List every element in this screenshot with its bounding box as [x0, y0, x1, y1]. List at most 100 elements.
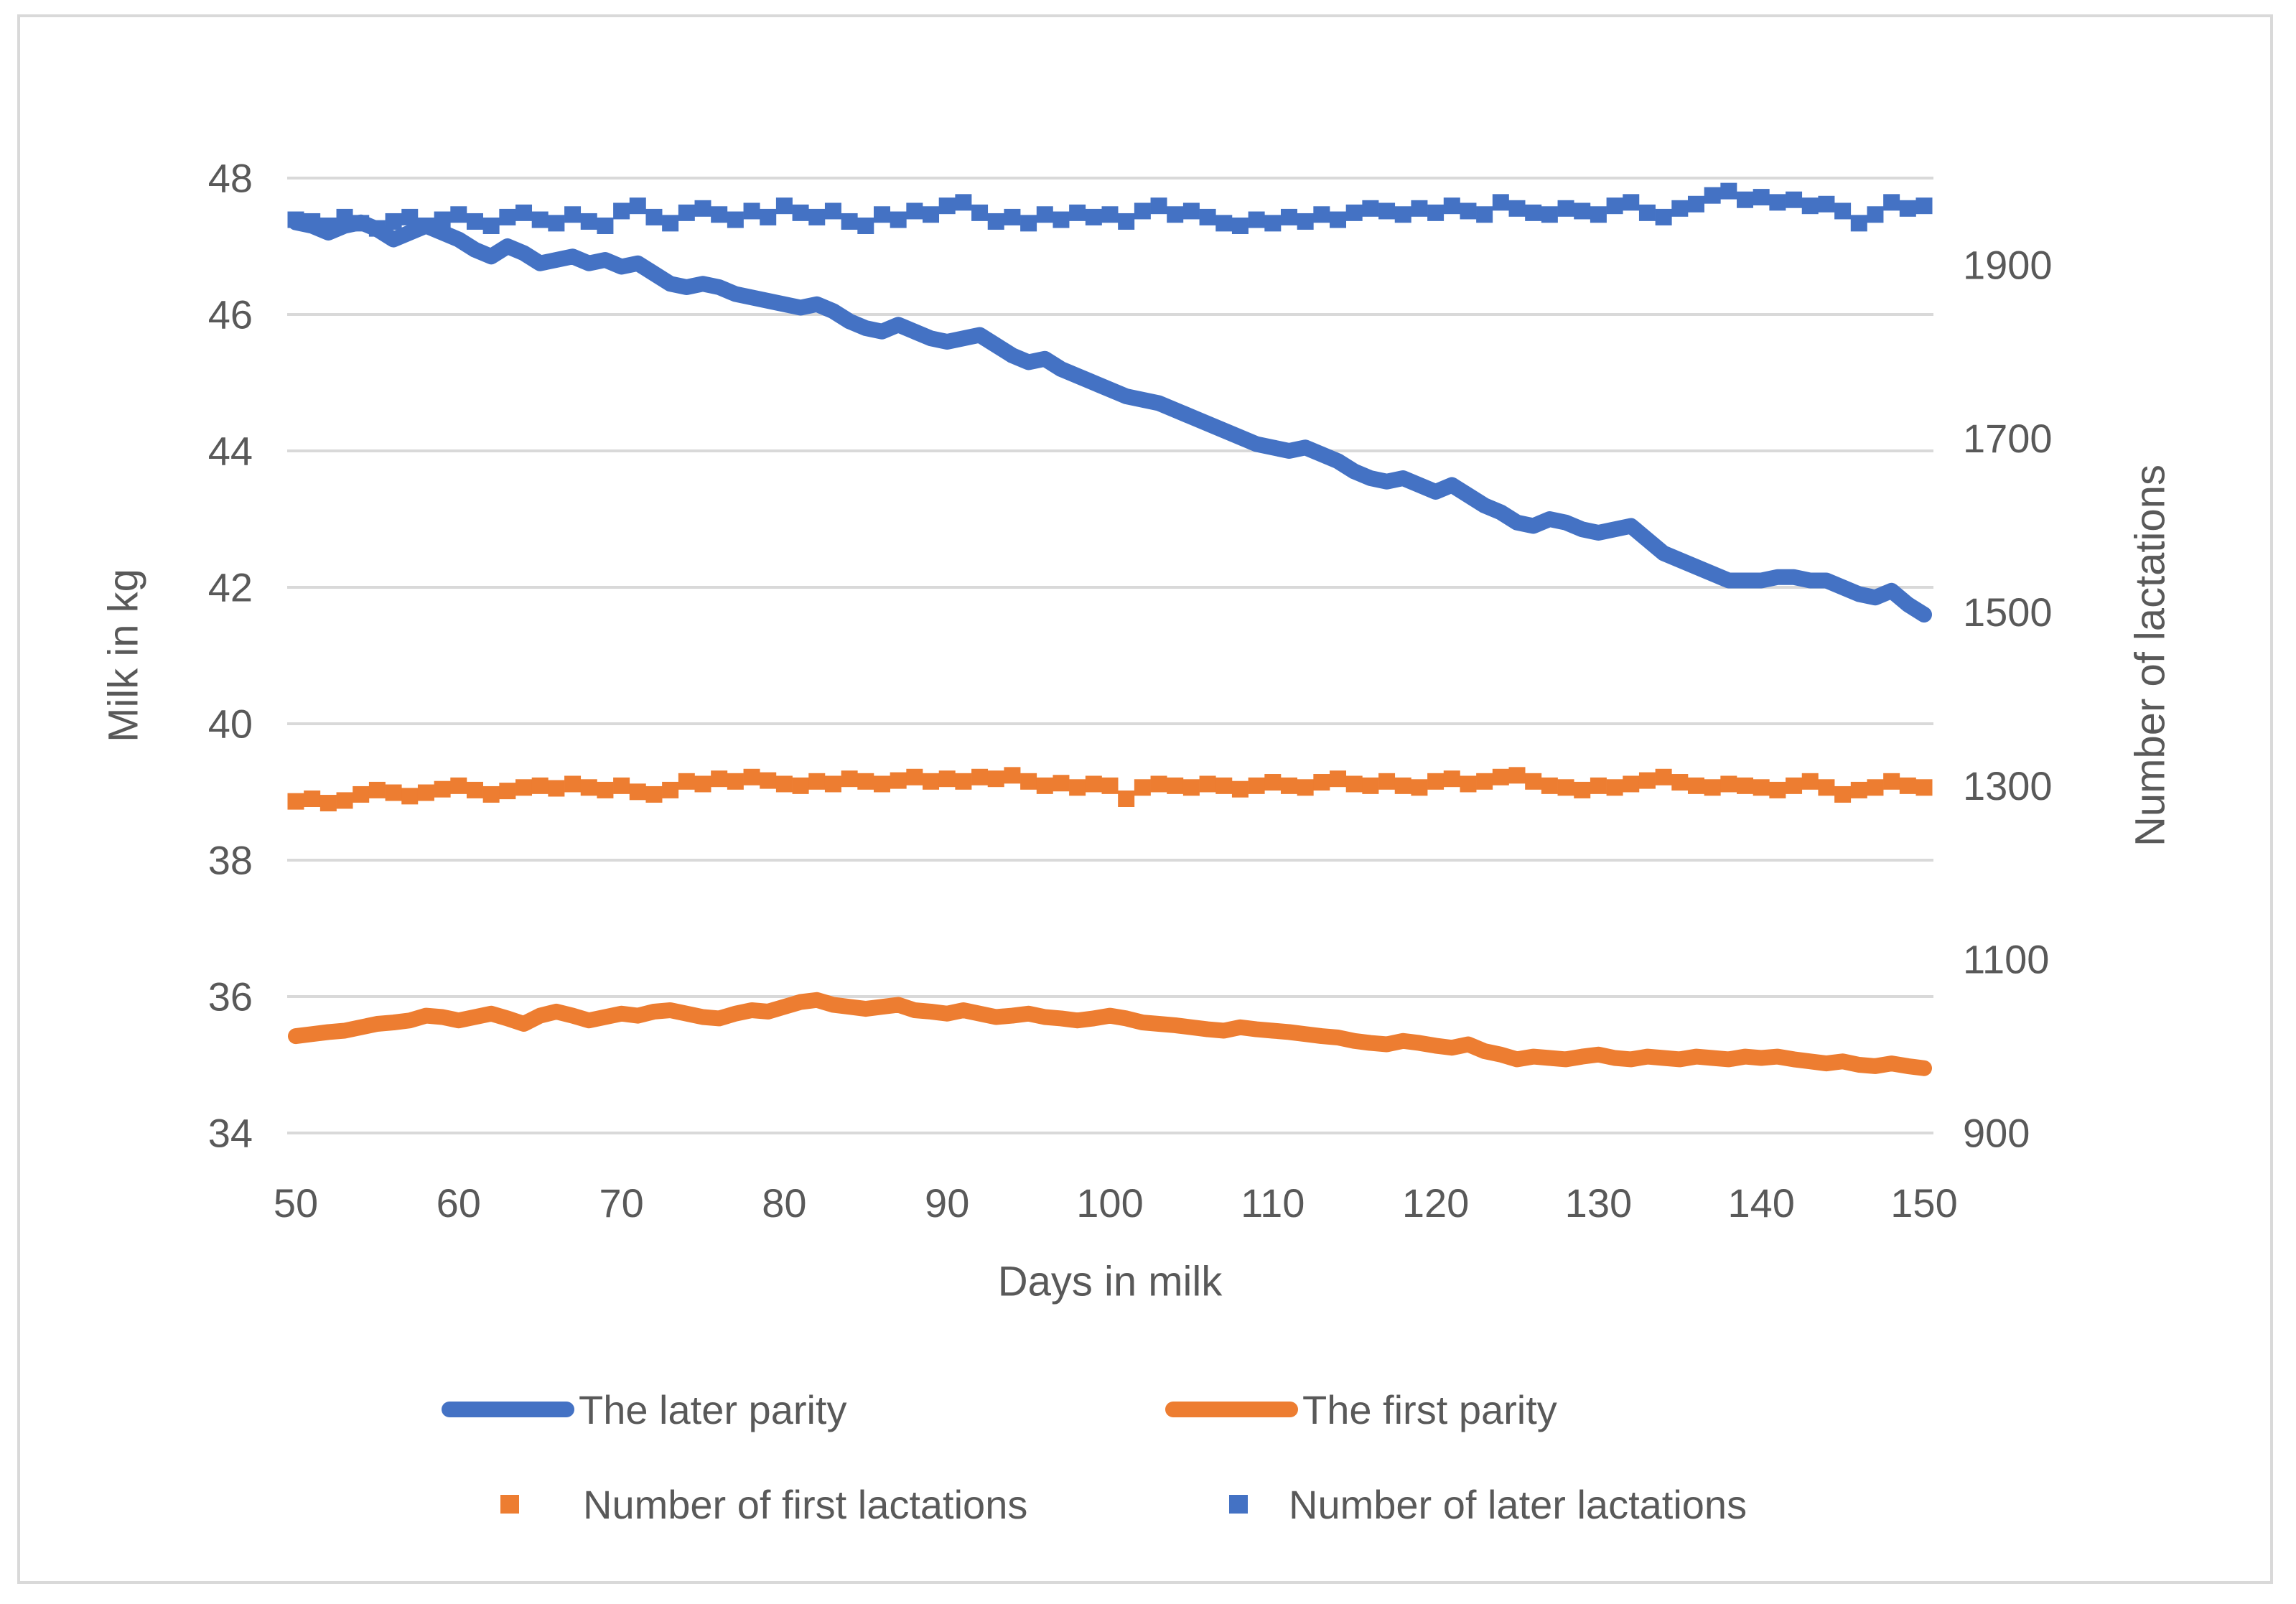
series-marker: [1215, 215, 1233, 232]
series-marker: [1801, 773, 1819, 790]
series-marker: [1818, 779, 1835, 796]
series-marker: [678, 773, 695, 790]
series-marker: [938, 770, 956, 788]
legend-label: Number of first lactations: [583, 1481, 1028, 1527]
legend-later-parity: The later parity: [442, 1384, 847, 1435]
series-marker: [1720, 775, 1737, 793]
series-marker: [1394, 777, 1411, 794]
series-marker: [1297, 213, 1314, 230]
series-marker: [417, 784, 434, 801]
series-marker: [466, 781, 483, 798]
legend-later-lactations: Number of later lactations: [1229, 1479, 1747, 1529]
series-marker: [890, 211, 907, 228]
series-marker: [1590, 206, 1607, 223]
series-marker: [824, 775, 841, 793]
series-marker: [711, 770, 728, 788]
series-marker: [1737, 191, 1754, 208]
x-axis-tick: 150: [1890, 1180, 1957, 1226]
series-marker: [353, 215, 370, 232]
series-marker: [987, 770, 1004, 788]
series-marker: [368, 781, 386, 798]
series-marker: [580, 213, 597, 230]
left-axis-title: Milk in kg: [100, 569, 147, 742]
series-marker: [1867, 779, 1884, 796]
series-marker: [1753, 189, 1770, 206]
series-marker: [434, 211, 451, 228]
series-marker: [1883, 194, 1900, 211]
legend-label: The later parity: [579, 1386, 847, 1432]
series-marker: [743, 768, 760, 785]
series-line: [288, 992, 1932, 1076]
series-marker: [1313, 774, 1330, 791]
series-marker: [1199, 775, 1216, 793]
right-axis-tick: 1100: [1963, 937, 2049, 982]
series-marker: [775, 197, 793, 215]
series-marker: [1118, 791, 1135, 807]
series-marker: [1557, 779, 1574, 796]
series-marker: [1476, 773, 1493, 790]
series-marker: [319, 795, 337, 812]
series-marker: [1720, 182, 1737, 200]
series-marker: [1508, 200, 1526, 217]
x-axis-tick: 130: [1565, 1180, 1632, 1226]
series-marker: [1606, 197, 1623, 215]
series-marker: [1460, 202, 1477, 220]
series-marker: [694, 775, 711, 793]
series-marker: [987, 213, 1004, 230]
x-axis-tick: 90: [925, 1180, 969, 1226]
series-marker: [792, 777, 809, 794]
series-marker: [760, 772, 777, 789]
x-axis-tick: 110: [1241, 1180, 1305, 1226]
series-marker: [515, 779, 533, 796]
series-marker: [938, 197, 956, 215]
series-marker: [482, 785, 500, 803]
left-axis-tick: 40: [208, 701, 253, 747]
series-marker: [1378, 773, 1396, 790]
series-marker: [613, 777, 630, 794]
later-lactations-marker-swatch: [1229, 1495, 1248, 1514]
series-marker: [1623, 775, 1640, 793]
series-marker: [1231, 218, 1249, 234]
series-marker: [1150, 775, 1167, 793]
series-marker: [1345, 775, 1363, 793]
x-axis-tick: 120: [1402, 1180, 1469, 1226]
series-marker: [1215, 777, 1233, 794]
series-marker: [417, 218, 434, 234]
series-marker: [1867, 206, 1884, 223]
series-marker: [760, 208, 777, 225]
series-marker: [385, 213, 402, 230]
series-marker: [1004, 208, 1021, 225]
series-marker: [1786, 777, 1803, 794]
first-lactations-marker-swatch: [500, 1495, 519, 1514]
series-marker: [1623, 194, 1640, 211]
series-marker: [1606, 779, 1623, 796]
series-marker: [1036, 777, 1053, 794]
series-marker: [1330, 770, 1347, 788]
series-marker: [548, 780, 565, 797]
series-marker: [499, 208, 516, 225]
series-marker: [434, 780, 451, 798]
series-marker: [564, 775, 582, 793]
series-marker: [1818, 195, 1835, 213]
series-marker: [597, 781, 614, 798]
series-marker: [1378, 202, 1396, 220]
left-axis-tick: 48: [208, 156, 253, 201]
series-marker: [1834, 785, 1852, 803]
series-marker: [1167, 206, 1184, 223]
series-marker: [466, 213, 483, 230]
series-marker: [1411, 779, 1428, 796]
series-marker: [645, 785, 663, 803]
series-marker: [727, 773, 744, 790]
series-marker: [1053, 211, 1070, 228]
series-marker: [711, 206, 728, 223]
series-marker: [1199, 208, 1216, 225]
series-marker: [1020, 773, 1037, 790]
series-marker: [1134, 779, 1151, 796]
series-marker: [1590, 777, 1607, 794]
series-marker: [1508, 767, 1526, 784]
series-marker: [971, 204, 989, 221]
series-marker: [1687, 777, 1704, 794]
series-marker: [1248, 777, 1265, 794]
series-marker: [1101, 777, 1119, 794]
series-marker: [1427, 773, 1445, 790]
